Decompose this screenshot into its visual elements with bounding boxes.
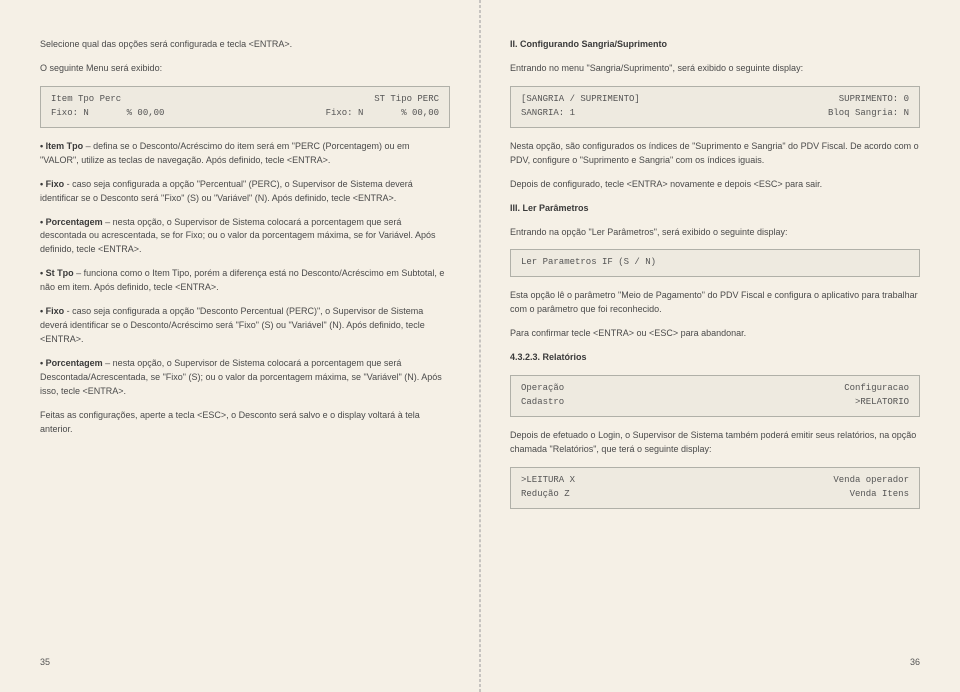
page-number: 36 — [910, 656, 920, 670]
code-cell: >RELATORIO — [855, 396, 909, 410]
bullet-item: • Fixo - caso seja configurada a opção "… — [40, 305, 450, 347]
page-left: Selecione qual das opções será configura… — [0, 0, 480, 692]
codebox-item-tpo: Item Tpo Perc ST Tipo PERC Fixo: N % 00,… — [40, 86, 450, 128]
code-cell: [SANGRIA / SUPRIMENTO] — [521, 93, 640, 107]
code-cell: Item Tpo Perc — [51, 93, 121, 107]
code-cell: Venda operador — [833, 474, 909, 488]
code-cell: >LEITURA X — [521, 474, 575, 488]
code-cell: Bloq Sangria: N — [828, 107, 909, 121]
paragraph: Entrando na opção "Ler Parâmetros", será… — [510, 226, 920, 240]
bullet-item: • Item Tpo – defina se o Desconto/Acrésc… — [40, 140, 450, 168]
codebox-sangria: [SANGRIA / SUPRIMENTO] SUPRIMENTO: 0 SAN… — [510, 86, 920, 128]
page-right: II. Configurando Sangria/Suprimento Entr… — [480, 0, 960, 692]
bullet-text: – defina se o Desconto/Acréscimo do item… — [40, 141, 410, 165]
paragraph: Depois de efetuado o Login, o Supervisor… — [510, 429, 920, 457]
bullet-item: • St Tpo – funciona como o Item Tipo, po… — [40, 267, 450, 295]
bullet-lead: • St Tpo — [40, 268, 74, 278]
section-heading: III. Ler Parâmetros — [510, 202, 920, 216]
paragraph: Entrando no menu "Sangria/Suprimento", s… — [510, 62, 920, 76]
bullet-text: – funciona como o Item Tipo, porém a dif… — [40, 268, 444, 292]
bullet-text: - caso seja configurada a opção "Percent… — [40, 179, 413, 203]
code-cell: Redução Z — [521, 488, 570, 502]
code-cell: Configuracao — [844, 382, 909, 396]
code-cell: Venda Itens — [850, 488, 909, 502]
bullet-lead: • Porcentagem — [40, 358, 103, 368]
paragraph: Para confirmar tecle <ENTRA> ou <ESC> pa… — [510, 327, 920, 341]
paragraph: O seguinte Menu será exibido: — [40, 62, 450, 76]
section-heading: 4.3.2.3. Relatórios — [510, 351, 920, 365]
codebox-relatorios-display: >LEITURA X Venda operador Redução Z Vend… — [510, 467, 920, 509]
section-heading: II. Configurando Sangria/Suprimento — [510, 38, 920, 52]
code-cell: Operação — [521, 382, 564, 396]
bullet-item: • Porcentagem – nesta opção, o Superviso… — [40, 216, 450, 258]
paragraph: Feitas as configurações, aperte a tecla … — [40, 409, 450, 437]
bullet-lead: • Fixo — [40, 179, 64, 189]
paragraph: Depois de configurado, tecle <ENTRA> nov… — [510, 178, 920, 192]
paragraph: Esta opção lê o parâmetro "Meio de Pagam… — [510, 289, 920, 317]
codebox-ler-param: Ler Parametros IF (S / N) — [510, 249, 920, 277]
code-cell: Cadastro — [521, 396, 564, 410]
paragraph: Selecione qual das opções será configura… — [40, 38, 450, 52]
bullet-item: • Fixo - caso seja configurada a opção "… — [40, 178, 450, 206]
bullet-item: • Porcentagem – nesta opção, o Superviso… — [40, 357, 450, 399]
code-cell: Ler Parametros IF (S / N) — [521, 257, 656, 267]
bullet-text: - caso seja configurada a opção "Descont… — [40, 306, 425, 344]
code-cell: Fixo: N % 00,00 — [51, 107, 164, 121]
codebox-relatorios-menu: Operação Configuracao Cadastro >RELATORI… — [510, 375, 920, 417]
bullet-lead: • Fixo — [40, 306, 64, 316]
code-cell: SUPRIMENTO: 0 — [839, 93, 909, 107]
bullet-lead: • Item Tpo — [40, 141, 83, 151]
paragraph: Nesta opção, são configurados os índices… — [510, 140, 920, 168]
code-cell: ST Tipo PERC — [374, 93, 439, 107]
code-cell: Fixo: N % 00,00 — [326, 107, 439, 121]
code-cell: SANGRIA: 1 — [521, 107, 575, 121]
bullet-lead: • Porcentagem — [40, 217, 103, 227]
page-number: 35 — [40, 656, 50, 670]
